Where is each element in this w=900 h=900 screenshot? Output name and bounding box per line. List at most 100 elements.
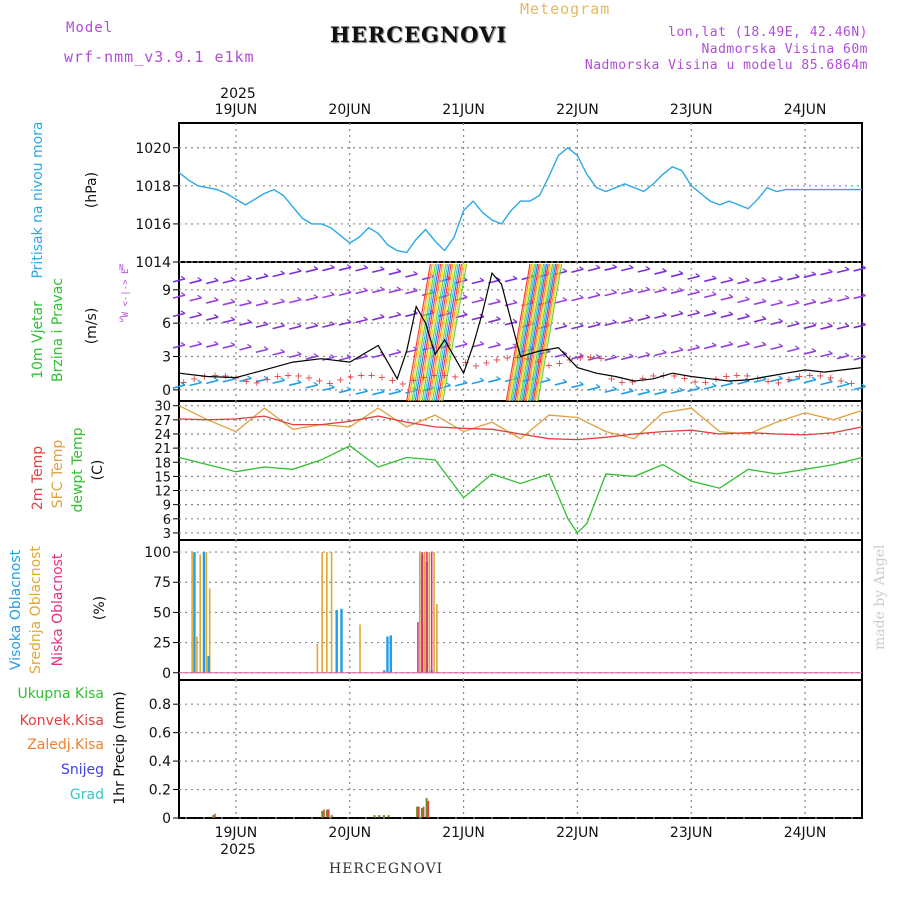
wind-arrow bbox=[388, 351, 402, 356]
wind-arrow-head bbox=[678, 287, 684, 291]
mid-cloud-bar bbox=[208, 588, 211, 673]
wind-arrow-head bbox=[413, 270, 418, 275]
wind-arrow bbox=[355, 355, 368, 360]
mid-cloud-bar bbox=[205, 552, 208, 673]
panel-frames bbox=[178, 122, 863, 819]
wind-arrow-head bbox=[296, 267, 302, 272]
wind-arrow-head bbox=[313, 381, 319, 386]
gust-marker: + bbox=[482, 358, 490, 369]
gust-marker: + bbox=[670, 371, 678, 382]
gust-marker: + bbox=[336, 375, 344, 386]
total-precip-bar bbox=[387, 815, 390, 818]
wind-arrow bbox=[621, 319, 634, 324]
wind-arrow-head bbox=[794, 345, 800, 349]
wind-arrow-head bbox=[280, 322, 285, 327]
wind-arrow-head bbox=[861, 264, 866, 269]
wind-arrow-head bbox=[678, 346, 684, 351]
mid-cloud-bar bbox=[418, 552, 421, 673]
wind-arrow-head bbox=[645, 286, 651, 291]
conv-precip-bar bbox=[323, 809, 325, 818]
wind-arrow bbox=[255, 301, 269, 307]
wind-arrow bbox=[704, 277, 717, 283]
wind-arrow-head bbox=[678, 270, 684, 275]
wind-arrow-head bbox=[296, 351, 302, 355]
wind-compass-label: W <-|-> E bbox=[121, 269, 131, 318]
wind-arrow-head bbox=[296, 379, 302, 383]
high-cloud-bar bbox=[207, 655, 210, 673]
wind-arrow-head bbox=[811, 322, 817, 326]
wind-arrow-head bbox=[579, 381, 584, 385]
wind-arrow bbox=[753, 378, 767, 384]
wind-arrow bbox=[322, 386, 335, 392]
wind-arrow bbox=[787, 322, 800, 328]
wind-arrow bbox=[554, 325, 568, 330]
wind-arrow-head bbox=[844, 295, 850, 299]
wind-arrow bbox=[654, 390, 667, 396]
wind-arrow-head bbox=[695, 273, 700, 277]
wind-compass-north: N bbox=[119, 263, 124, 272]
mid-cloud-bar bbox=[321, 552, 323, 673]
precip-legend-conv: Konvek.Kisa bbox=[20, 713, 104, 729]
wind-arrow-head bbox=[330, 291, 335, 296]
wind-arrow bbox=[172, 294, 186, 299]
wind-arrow bbox=[255, 323, 269, 329]
wind-arrow bbox=[322, 266, 335, 272]
storm-hatch bbox=[435, 263, 461, 402]
wind-arrow bbox=[338, 291, 352, 297]
wind-arrow-head bbox=[828, 350, 833, 355]
wind-arrow-head bbox=[794, 299, 800, 304]
wind-arrow-head bbox=[180, 275, 186, 280]
storm-hatch bbox=[406, 263, 431, 402]
gust-marker: + bbox=[409, 375, 417, 386]
wind-arrow-head bbox=[811, 271, 817, 275]
storm-hatch bbox=[529, 263, 555, 402]
wind-arrow-head bbox=[479, 277, 485, 282]
wind-arrow-head bbox=[778, 343, 783, 347]
storm-hatch bbox=[440, 263, 466, 402]
wind-arrow bbox=[172, 278, 186, 283]
gust-marker: + bbox=[628, 377, 636, 388]
wind-arrow bbox=[670, 289, 684, 295]
wind-arrow bbox=[255, 348, 269, 354]
wind-arrow-head bbox=[363, 264, 368, 269]
top-date-label: 24JUN bbox=[784, 102, 827, 118]
wind-arrow bbox=[471, 343, 485, 348]
gust-marker: + bbox=[827, 373, 835, 384]
wind-arrow bbox=[289, 325, 302, 330]
wind-arrow-head bbox=[761, 341, 767, 346]
wind-arrow bbox=[587, 266, 601, 272]
wind-arrow bbox=[338, 266, 352, 271]
wind-arrow-head bbox=[562, 350, 568, 355]
high-cloud-bar bbox=[382, 670, 386, 673]
gust-marker: + bbox=[399, 379, 407, 390]
wind-arrow-head bbox=[346, 289, 352, 293]
wind-arrow bbox=[720, 279, 734, 284]
wind-arrow bbox=[820, 325, 833, 330]
wind-arrow bbox=[372, 390, 385, 396]
wind-arrow-head bbox=[562, 378, 568, 383]
gust-marker: + bbox=[795, 372, 803, 383]
wind-arrow bbox=[305, 268, 318, 273]
wind-arrow-head bbox=[645, 351, 651, 356]
wind-arrow bbox=[637, 268, 651, 273]
wind-arrow-head bbox=[363, 316, 368, 320]
total-precip-bar bbox=[425, 798, 428, 818]
wind-arrow-head bbox=[512, 343, 518, 348]
wind-arrow-head bbox=[811, 348, 817, 352]
wind-arrow bbox=[338, 356, 352, 361]
wind-arrow-head bbox=[396, 268, 402, 272]
temperature-plot bbox=[178, 405, 863, 534]
low-cloud-bar bbox=[421, 552, 423, 673]
wind-arrow-head bbox=[745, 313, 750, 317]
wind-arrow bbox=[289, 381, 302, 387]
page-title: HERCEGNOVI bbox=[330, 22, 508, 47]
wind-arrow-head bbox=[396, 388, 402, 392]
wind-arrow bbox=[372, 268, 385, 274]
top-date-label: 20JUN bbox=[328, 102, 371, 118]
wind-arrow-head bbox=[280, 298, 285, 303]
wind-arrow bbox=[770, 301, 783, 307]
wind-arrow bbox=[853, 356, 866, 361]
y-tick-label: 0 bbox=[162, 811, 171, 827]
high-cloud-bar bbox=[202, 552, 206, 673]
wind-arrow bbox=[770, 320, 783, 326]
